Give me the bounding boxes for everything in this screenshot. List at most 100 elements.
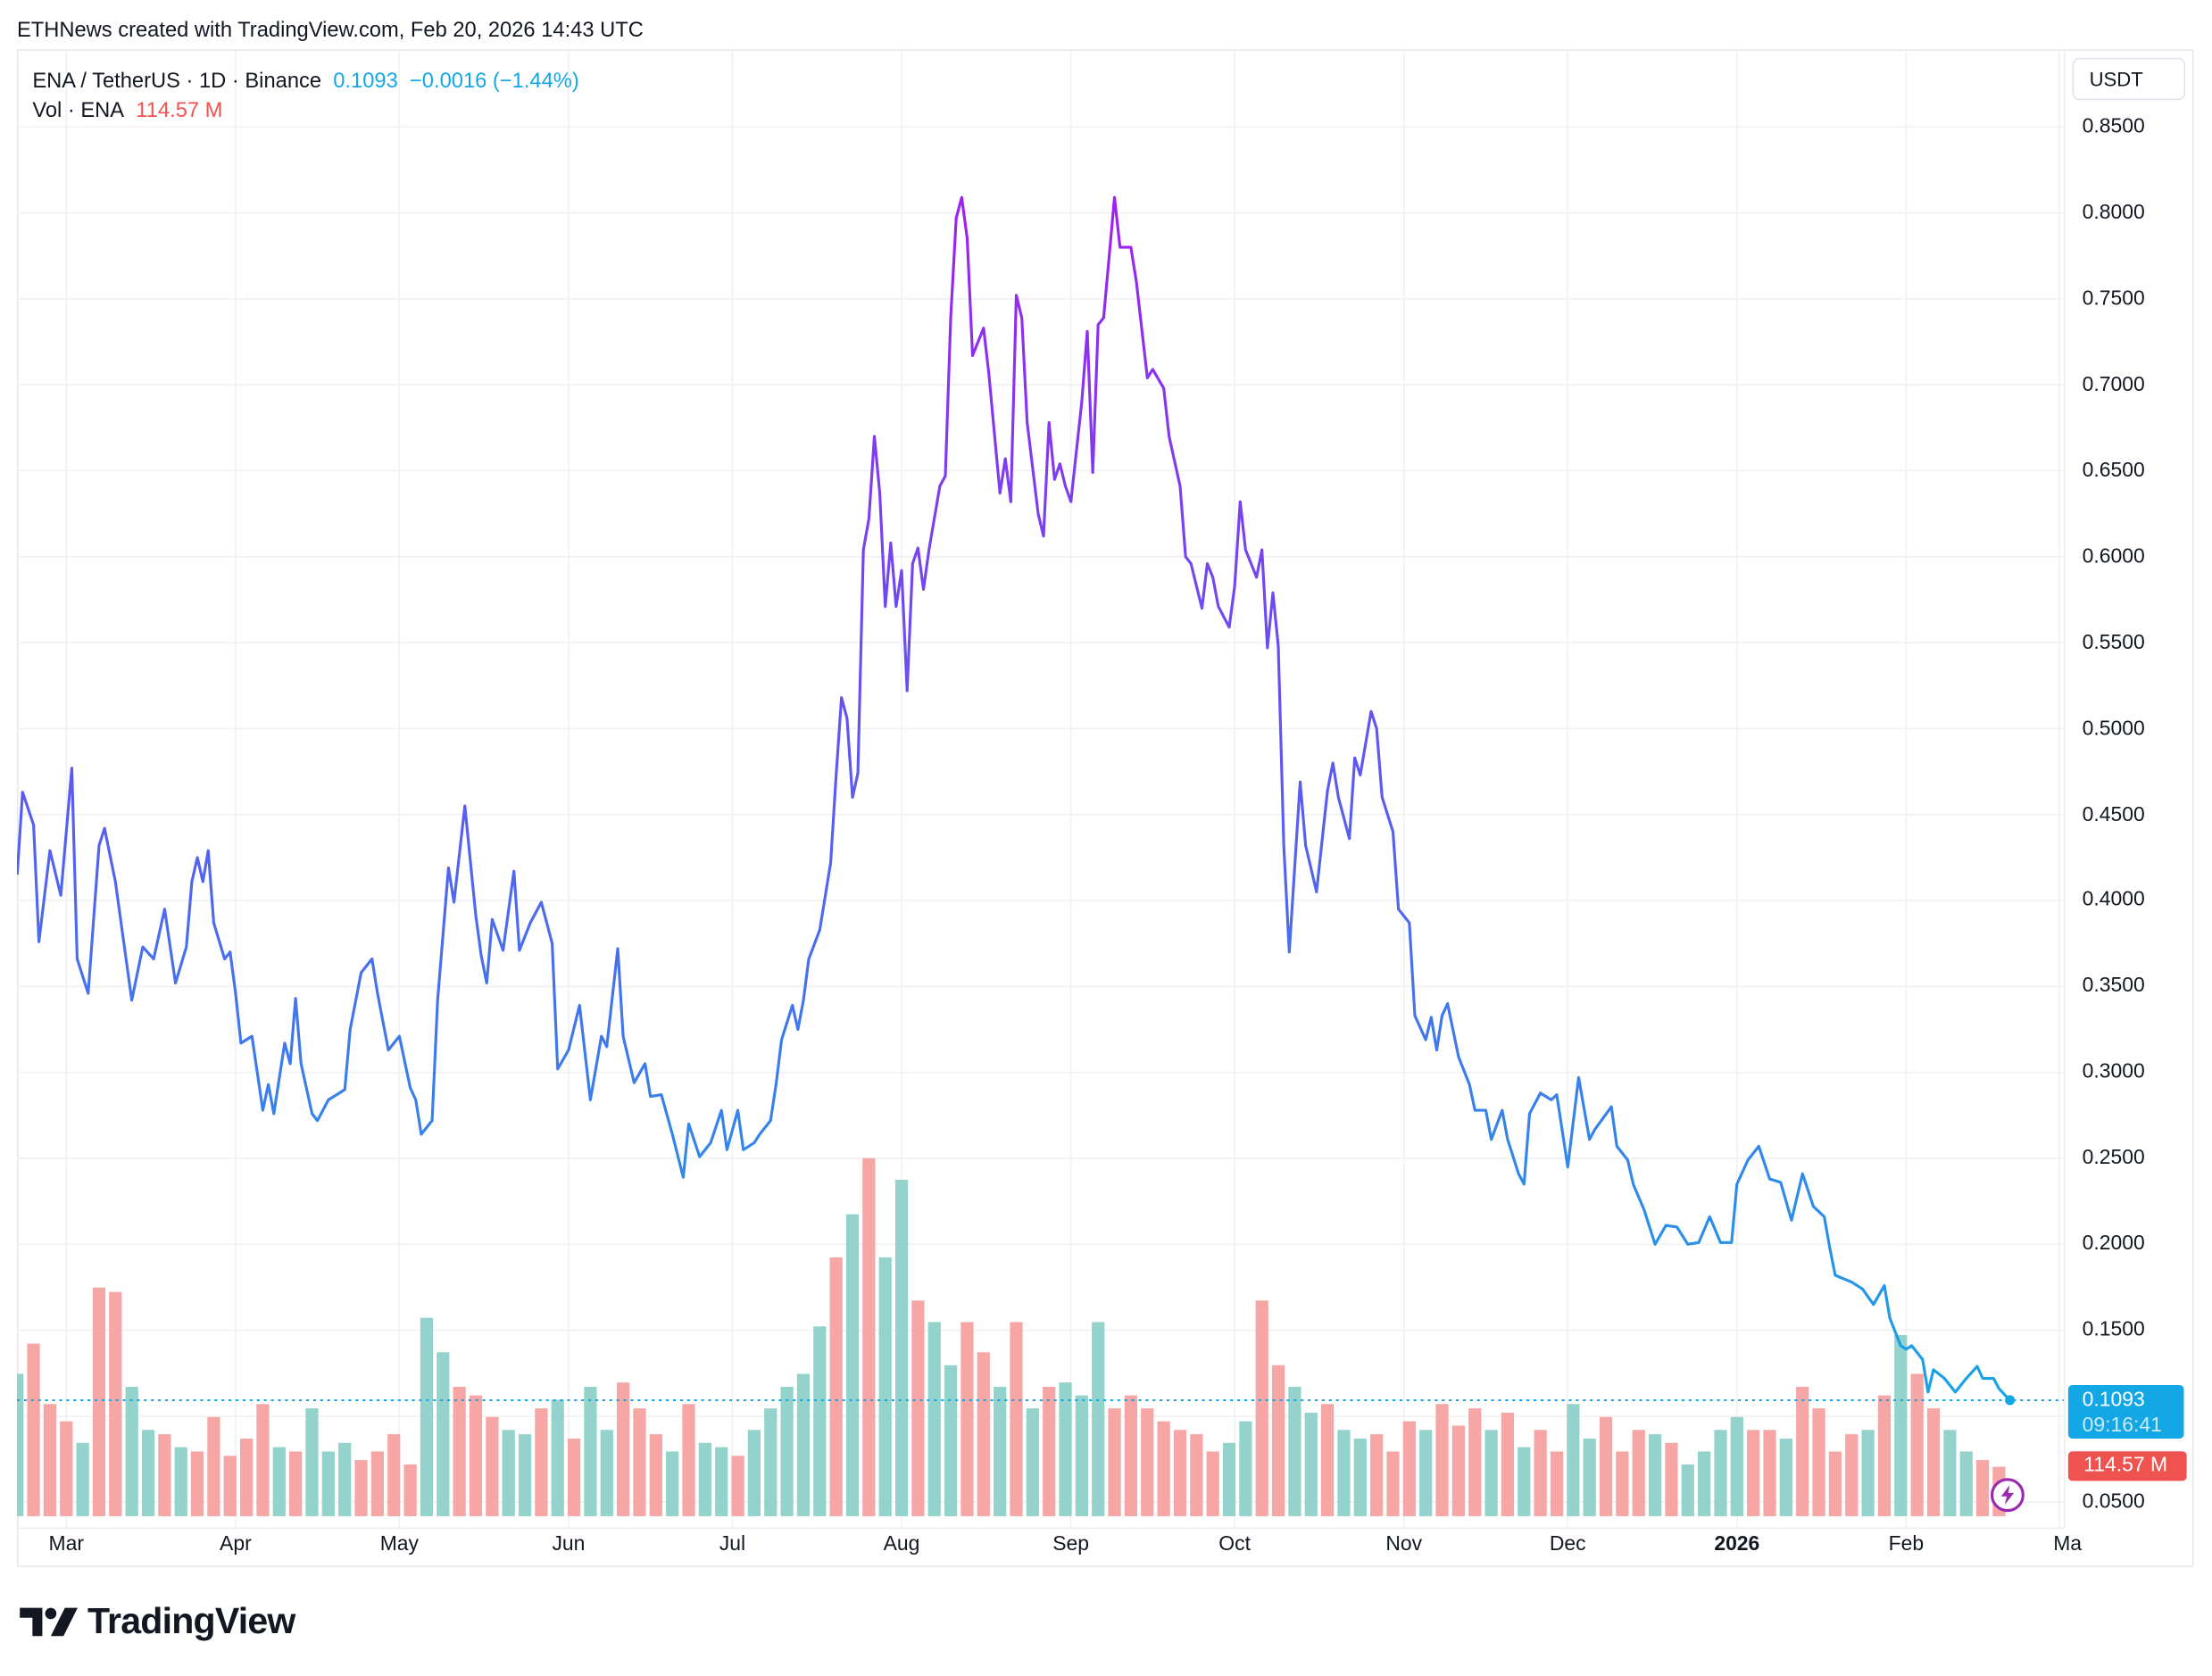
price-tick-label: 0.6500: [2082, 459, 2145, 483]
volume-bar: [911, 1300, 925, 1516]
volume-bar: [1894, 1334, 1908, 1516]
lightning-icon[interactable]: [1989, 1477, 2025, 1514]
volume-bar: [845, 1214, 860, 1516]
volume-bar: [584, 1386, 597, 1516]
volume-bar: [1075, 1395, 1088, 1516]
time-tick-label: 2026: [1714, 1532, 1760, 1556]
price-tick-label: 0.5000: [2082, 717, 2145, 741]
volume-bar: [1943, 1430, 1957, 1516]
chart-legend: ENA / TetherUS · 1D · Binance 0.1093 −0.…: [32, 66, 578, 125]
volume-bar: [223, 1456, 237, 1516]
price-tick-label: 0.2500: [2082, 1147, 2145, 1170]
volume-bar: [1386, 1451, 1400, 1516]
volume-bar: [551, 1399, 564, 1516]
volume-bar: [1616, 1451, 1629, 1516]
volume-bar: [1698, 1451, 1711, 1516]
time-tick-label: Jul: [719, 1532, 746, 1556]
volume-bar: [977, 1352, 990, 1516]
time-tick-label: Dec: [1549, 1532, 1586, 1556]
volume-bar: [1141, 1408, 1154, 1516]
volume-bar: [894, 1179, 909, 1516]
volume-bar: [927, 1322, 941, 1516]
currency-button[interactable]: USDT: [2072, 57, 2186, 101]
volume-bar: [1845, 1434, 1859, 1516]
volume-bar: [1910, 1373, 1924, 1516]
volume-bar: [1484, 1430, 1498, 1516]
volume-value: 114.57 M: [136, 98, 223, 123]
volume-bar: [1796, 1386, 1809, 1516]
volume-bar: [617, 1382, 630, 1516]
volume-bar: [1681, 1464, 1694, 1516]
volume-bar: [43, 1404, 57, 1516]
volume-bar: [437, 1352, 450, 1516]
volume-bar: [1337, 1430, 1351, 1516]
volume-bar: [76, 1442, 89, 1516]
volume-bar: [731, 1456, 744, 1516]
volume-bar: [1271, 1365, 1285, 1516]
volume-bar: [1435, 1404, 1449, 1516]
time-tick-label: May: [379, 1532, 420, 1556]
last-price: 0.1093: [333, 69, 398, 94]
volume-bar: [518, 1434, 532, 1516]
volume-bar: [1451, 1425, 1466, 1516]
volume-bar: [764, 1408, 778, 1516]
volume-bar: [354, 1460, 368, 1516]
volume-bar: [1402, 1421, 1416, 1516]
volume-bar: [666, 1451, 679, 1516]
volume-bar: [960, 1322, 974, 1516]
volume-bar: [1173, 1430, 1187, 1516]
volume-bar: [1926, 1408, 1941, 1516]
volume-bar: [272, 1447, 286, 1516]
volume-bar: [829, 1257, 843, 1516]
time-tick-label: Feb: [1888, 1532, 1925, 1556]
volume-bar: [747, 1430, 761, 1516]
volume-bar: [1714, 1430, 1727, 1516]
volume-bar: [535, 1408, 548, 1516]
volume-label[interactable]: Vol · ENA: [32, 98, 125, 123]
volume-bar: [109, 1291, 122, 1516]
volume-bar: [1026, 1408, 1039, 1516]
volume-bar: [1124, 1395, 1138, 1516]
price-tick-label: 0.3000: [2082, 1060, 2145, 1084]
brand-name: TradingView: [87, 1599, 295, 1642]
volume-bar: [715, 1447, 728, 1516]
volume-bar: [158, 1434, 171, 1516]
volume-bar: [1567, 1404, 1580, 1516]
price-tick-label: 0.7500: [2082, 287, 2145, 311]
price-tick-label: 0.2000: [2082, 1232, 2145, 1256]
bar-countdown: 09:16:41: [2082, 1415, 2162, 1438]
volume-bar: [1959, 1451, 1973, 1516]
price-tick-label: 0.4500: [2082, 803, 2145, 826]
time-tick-label: Jun: [552, 1532, 586, 1556]
volume-bar: [1288, 1386, 1301, 1516]
time-tick-label: Sep: [1052, 1532, 1090, 1556]
last-price-dot: [2005, 1395, 2016, 1406]
volume-bar: [207, 1416, 220, 1516]
volume-bar: [486, 1416, 499, 1516]
volume-bar: [1534, 1430, 1547, 1516]
volume-bar: [1157, 1421, 1170, 1516]
price-tick-label: 0.0500: [2082, 1490, 2145, 1514]
volume-bar: [1222, 1442, 1236, 1516]
volume-bar: [239, 1438, 254, 1516]
volume-bar: [698, 1442, 711, 1516]
symbol-title[interactable]: ENA / TetherUS · 1D · Binance: [32, 69, 322, 94]
volume-bar: [305, 1408, 319, 1516]
tradingview-logo[interactable]: TradingView: [20, 1599, 295, 1643]
time-tick-label: Nov: [1385, 1532, 1423, 1556]
price-tick-label: 0.8500: [2082, 115, 2145, 138]
price-chart-plot[interactable]: [16, 49, 2065, 1528]
last-price-tag: 0.1093 09:16:41: [2067, 1384, 2184, 1440]
volume-bar: [1255, 1300, 1268, 1516]
volume-bar: [174, 1447, 187, 1516]
price-tick-label: 0.4000: [2082, 889, 2145, 912]
price-tag-value: 0.1093: [2082, 1389, 2145, 1412]
price-tick-label: 0.7000: [2082, 373, 2145, 396]
volume-bar: [1320, 1404, 1335, 1516]
time-tick-label: Aug: [883, 1532, 920, 1556]
time-tick-label: Ma: [2053, 1532, 2083, 1556]
price-tick-label: 0.3500: [2082, 975, 2145, 998]
volume-bar: [1501, 1412, 1515, 1516]
volume-bar: [1599, 1416, 1613, 1516]
volume-bar: [1877, 1395, 1892, 1516]
